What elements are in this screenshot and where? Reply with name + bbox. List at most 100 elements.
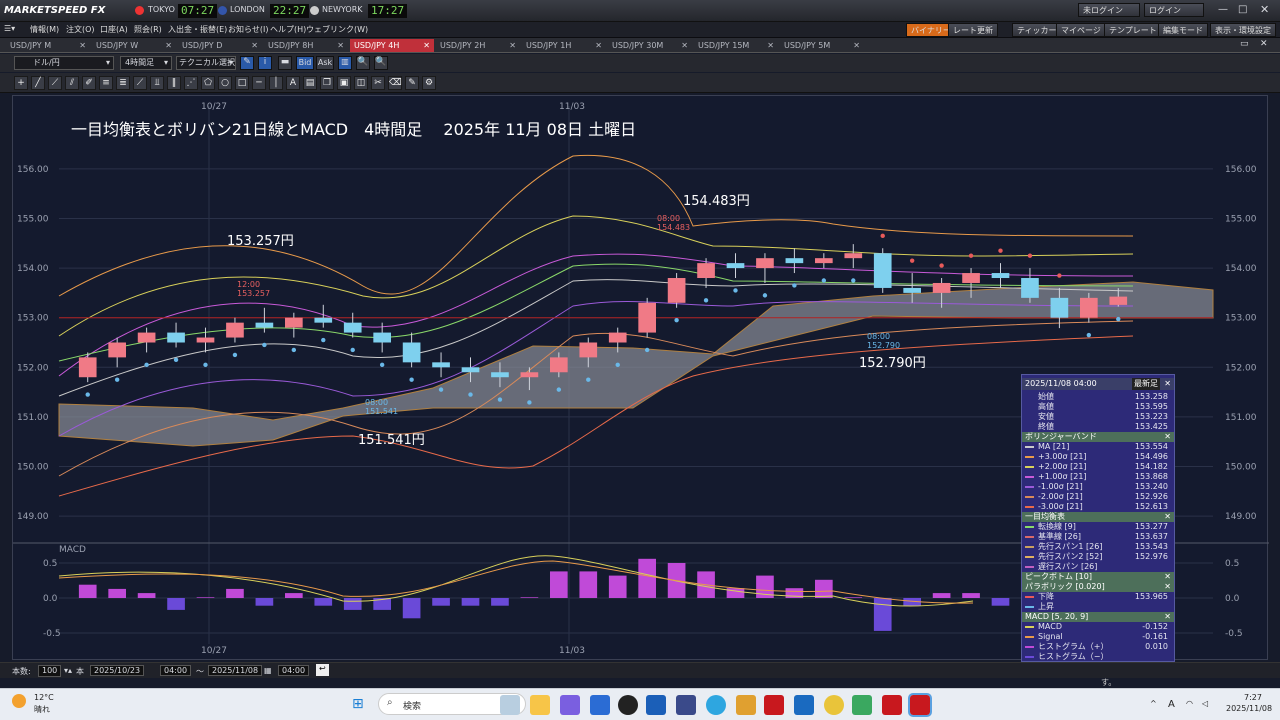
rate-update-button[interactable]: レート更新 (948, 23, 998, 37)
tab-usdjpy-15m[interactable]: USD/JPY 15M ✕ (698, 41, 774, 50)
menu-notice[interactable]: お知らせ(I) (228, 25, 269, 34)
tab-usdjpy-m[interactable]: USD/JPY M ✕ (10, 41, 86, 50)
channel-icon[interactable]: ⫽ (65, 76, 79, 90)
volume-icon[interactable]: ◁ (1202, 699, 1209, 708)
candle-icon[interactable]: ▥ (338, 56, 352, 70)
menu-deposit[interactable]: 入出金・振替(E) (168, 25, 228, 34)
hide-icon[interactable]: ◫ (354, 76, 368, 90)
panel-section-header[interactable]: 一目均衡表 ✕ (1022, 512, 1174, 522)
minimize-icon[interactable]: — (1218, 4, 1228, 15)
arc-icon[interactable]: ⫫ (150, 76, 164, 90)
from-time[interactable]: 04:00 (160, 665, 192, 676)
chrome-icon[interactable] (824, 695, 844, 715)
windows-start-icon[interactable]: ⊞ (352, 696, 364, 712)
fib-icon[interactable]: ≡ (99, 76, 113, 90)
tab-usdjpy-1h[interactable]: USD/JPY 1H ✕ (526, 41, 602, 50)
vline-icon[interactable]: │ (269, 76, 283, 90)
store-icon[interactable] (590, 695, 610, 715)
technical-select[interactable]: テクニカル選択 ▾ (176, 56, 236, 70)
edge-icon[interactable] (706, 695, 726, 715)
rectangle-icon[interactable]: □ (235, 76, 249, 90)
panel-close-icon[interactable]: ✕ (1164, 379, 1171, 388)
hline-icon[interactable]: ─ (252, 76, 266, 90)
search-box[interactable]: ⌕ 検索 (378, 693, 526, 715)
data-window[interactable]: 2025/11/08 04:00 最新足 ✕ 始値 153.258 高値 153.595 安… (1021, 374, 1175, 662)
tab-usdjpy-w[interactable]: USD/JPY W ✕ (96, 41, 172, 50)
tray-chevron-icon[interactable]: ^ (1150, 699, 1157, 708)
maximize-icon[interactable]: □ (1238, 4, 1248, 15)
weather-icon[interactable] (12, 694, 26, 708)
zoom-in-icon[interactable]: 🔍 (374, 56, 388, 70)
widgets-icon[interactable] (500, 695, 520, 715)
panel-section-header[interactable]: ボリンジャーバンド ✕ (1022, 432, 1174, 442)
crosshair-icon[interactable]: + (14, 76, 28, 90)
label-icon[interactable]: ▤ (303, 76, 317, 90)
paint-icon[interactable]: ✎ (405, 76, 419, 90)
zoom-out-icon[interactable]: 🔍 (356, 56, 370, 70)
settings-icon[interactable]: ⚙ (422, 76, 436, 90)
text-icon[interactable]: A (286, 76, 300, 90)
circle-icon[interactable]: ○ (218, 76, 232, 90)
menu-info[interactable]: 情報(M) (30, 25, 60, 34)
tab-usdjpy-8h[interactable]: USD/JPY 8H ✕ (268, 41, 344, 50)
menu-help[interactable]: ヘルプ(H) (270, 25, 307, 34)
tab-usdjpy-d[interactable]: USD/JPY D ✕ (182, 41, 258, 50)
refresh-icon[interactable]: ↩ (316, 664, 329, 676)
tab-usdjpy-5m[interactable]: USD/JPY 5M ✕ (784, 41, 860, 50)
panel-section-header[interactable]: ピークボトム [10] ✕ (1022, 572, 1174, 582)
ticker-button[interactable]: ティッカー (1012, 23, 1062, 37)
tab-usdjpy-4h[interactable]: USD/JPY 4H ✕ (350, 39, 434, 52)
cycle-icon[interactable]: ‖ (167, 76, 181, 90)
app-icon[interactable] (618, 695, 638, 715)
explorer-icon[interactable] (530, 695, 550, 715)
pentagon-icon[interactable]: ⬠ (201, 76, 215, 90)
menu-order[interactable]: 注文(O) (66, 25, 95, 34)
lock-icon[interactable]: ▣ (337, 76, 351, 90)
marketspeed-fx-icon[interactable] (908, 693, 932, 717)
copy-icon[interactable]: ❐ (320, 76, 334, 90)
tab-usdjpy-2h[interactable]: USD/JPY 2H ✕ (440, 41, 516, 50)
login-button[interactable]: ログイン (1144, 3, 1204, 17)
dell-icon[interactable] (676, 695, 696, 715)
latest-button[interactable]: 最新足 (1132, 378, 1160, 390)
gann-icon[interactable]: ⋰ (184, 76, 198, 90)
bid-button[interactable]: Bid (296, 56, 314, 70)
menu-weblink[interactable]: ウェブリンク(W) (306, 25, 369, 34)
pair-select[interactable]: ドル/円 ▾ (14, 56, 114, 70)
mypage-button[interactable]: マイページ (1056, 23, 1106, 37)
template-button[interactable]: テンプレート (1104, 23, 1162, 37)
panel-section-header[interactable]: MACD [5, 20, 9] ✕ (1022, 612, 1174, 622)
outlook-icon[interactable] (646, 695, 666, 715)
ask-button[interactable]: Ask (316, 56, 334, 70)
info-icon[interactable]: i (258, 56, 272, 70)
count-input[interactable]: 100 (38, 665, 62, 677)
app2-icon[interactable] (852, 695, 872, 715)
fib-retrace-icon[interactable]: ≣ (116, 76, 130, 90)
trendline-icon[interactable]: ╱ (31, 76, 45, 90)
tab-close-icon[interactable]: ✕ (1260, 39, 1268, 49)
menu-account[interactable]: 口座(A) (100, 25, 128, 34)
ime-icon[interactable]: A (1168, 699, 1175, 710)
fan-icon[interactable]: ⟋ (133, 76, 147, 90)
timeframe-select[interactable]: 4時間足 ▾ (120, 56, 172, 70)
delete-all-icon[interactable]: ⌫ (388, 76, 402, 90)
delete-icon[interactable]: ✂ (371, 76, 385, 90)
to-time[interactable]: 04:00 (278, 665, 310, 676)
wifi-icon[interactable]: ◠ (1186, 699, 1193, 708)
close-icon[interactable]: ✕ (1260, 3, 1270, 16)
menu-inquiry[interactable]: 照会(R) (134, 25, 162, 34)
pen-icon[interactable]: ✎ (240, 56, 254, 70)
mail-icon[interactable] (794, 695, 814, 715)
panel-section-header[interactable]: パラボリック [0.020] ✕ (1022, 582, 1174, 592)
restore-icon[interactable]: ▭ (1240, 39, 1249, 49)
ray-icon[interactable]: ⟋ (48, 76, 62, 90)
eraser-icon[interactable]: ✐ (82, 76, 96, 90)
chart-type-icon[interactable]: ▬ (278, 56, 292, 70)
from-date[interactable]: 2025/10/23 (90, 665, 145, 676)
calendar-icon[interactable]: ▦ (264, 666, 272, 675)
mcafee-icon[interactable] (764, 695, 784, 715)
settings-button[interactable]: 表示・環境設定 (1210, 23, 1276, 37)
menu-icon[interactable]: ☰▾ (4, 24, 16, 33)
copilot-icon[interactable] (560, 695, 580, 715)
marketspeed-icon[interactable] (882, 695, 902, 715)
